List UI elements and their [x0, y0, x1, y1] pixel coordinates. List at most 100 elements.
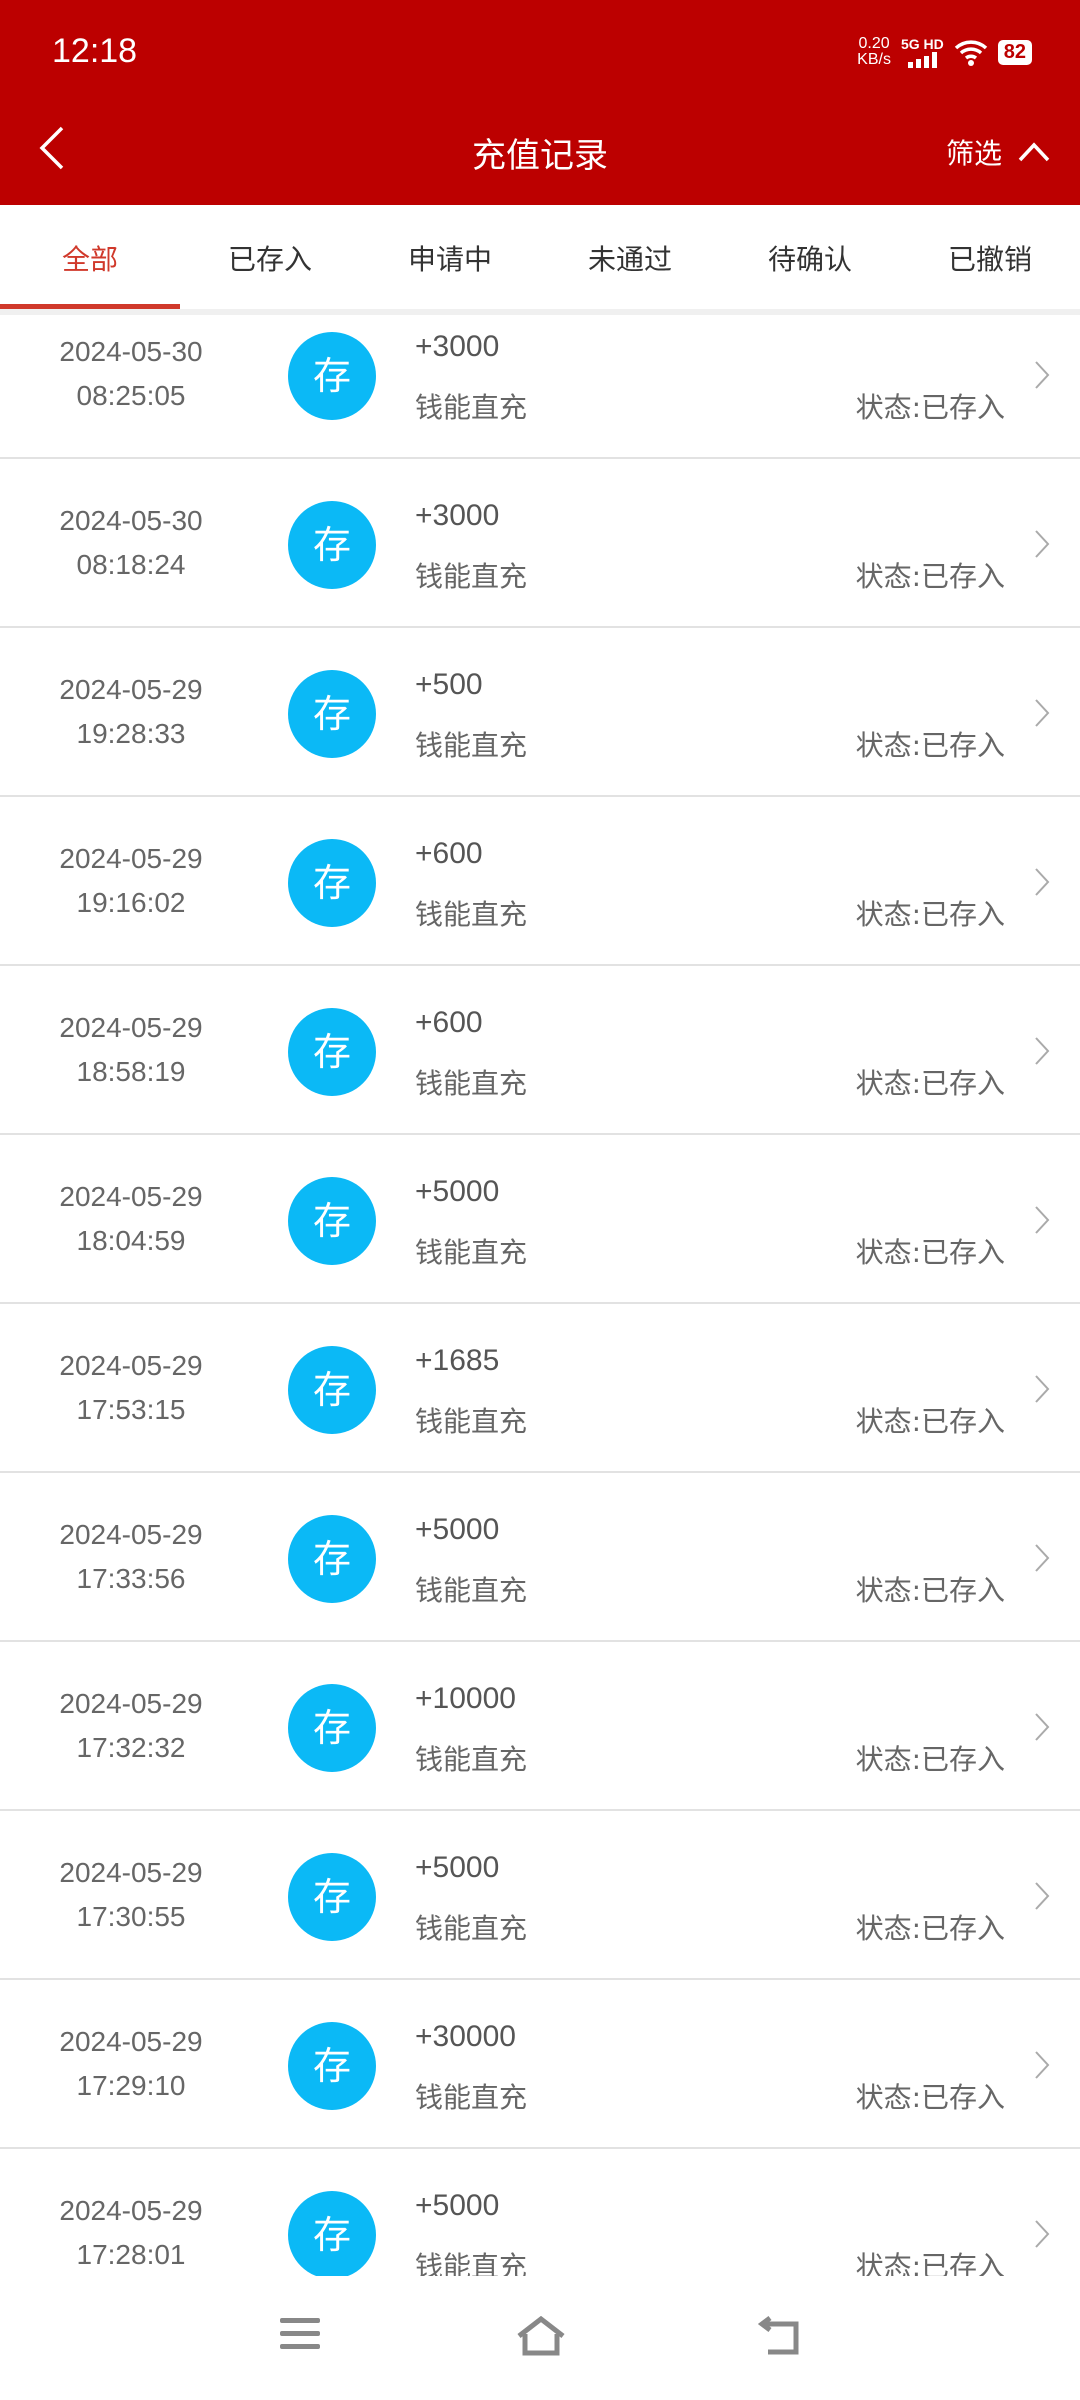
deposit-badge-icon: 存 [288, 1515, 376, 1603]
chevron-right-icon [1035, 2220, 1050, 2248]
record-amount: +600 [415, 837, 483, 870]
status-tabs: 全部 已存入 申请中 未通过 待确认 已撤销 [0, 205, 1080, 315]
record-row[interactable]: 2024-05-29 17:28:01 存 +5000 钱能直充 状态:已存入 [0, 2149, 1080, 2276]
record-status: 状态:已存入 [855, 1236, 1005, 1269]
record-row[interactable]: 2024-05-29 17:33:56 存 +5000 钱能直充 状态:已存入 [0, 1473, 1080, 1642]
record-method: 钱能直充 [415, 1912, 528, 1945]
record-amount: +30000 [415, 2020, 516, 2053]
wifi-icon [954, 40, 987, 66]
record-amount: +1685 [415, 1344, 500, 1377]
record-method: 钱能直充 [415, 1236, 528, 1269]
chevron-right-icon [1035, 530, 1050, 558]
record-method: 钱能直充 [415, 391, 528, 424]
record-list[interactable]: 2024-05-30 08:25:05 存 +3000 钱能直充 状态:已存入 2… [0, 315, 1080, 2276]
record-method: 钱能直充 [415, 560, 528, 593]
record-datetime: 2024-05-29 19:28:33 [59, 674, 203, 749]
chevron-right-icon [1035, 1713, 1050, 1741]
record-row[interactable]: 2024-05-30 08:25:05 存 +3000 钱能直充 状态:已存入 [0, 315, 1080, 459]
record-row[interactable]: 2024-05-29 19:16:02 存 +600 钱能直充 状态:已存入 [0, 797, 1080, 966]
record-amount: +600 [415, 1006, 483, 1039]
record-amount: +5000 [415, 1513, 500, 1546]
back-nav-icon[interactable] [758, 2316, 800, 2356]
status-time: 12:18 [52, 32, 138, 70]
back-button[interactable] [36, 125, 66, 171]
filter-button[interactable]: 筛选 [946, 132, 1050, 172]
battery-icon: 82 [997, 39, 1032, 65]
deposit-badge-icon: 存 [288, 839, 376, 927]
chevron-right-icon [1035, 868, 1050, 896]
tab-2[interactable]: 申请中 [407, 243, 492, 276]
record-amount: +3000 [415, 330, 500, 363]
deposit-badge-icon: 存 [288, 1853, 376, 1941]
chevron-right-icon [1035, 699, 1050, 727]
deposit-badge-icon: 存 [288, 1177, 376, 1265]
deposit-badge-icon: 存 [288, 1008, 376, 1096]
record-datetime: 2024-05-29 17:28:01 [59, 2195, 203, 2270]
deposit-badge-icon: 存 [288, 670, 376, 758]
deposit-badge-icon: 存 [288, 2191, 376, 2276]
record-datetime: 2024-05-29 17:29:10 [59, 2026, 203, 2101]
record-method: 钱能直充 [415, 729, 528, 762]
record-status: 状态:已存入 [855, 1067, 1005, 1100]
chevron-right-icon [1035, 1882, 1050, 1910]
record-row[interactable]: 2024-05-29 17:29:10 存 +30000 钱能直充 状态:已存入 [0, 1980, 1080, 2149]
record-datetime: 2024-05-29 18:58:19 [59, 1012, 203, 1087]
record-status: 状态:已存入 [855, 2250, 1005, 2276]
record-amount: +5000 [415, 1851, 500, 1884]
record-status: 状态:已存入 [855, 729, 1005, 762]
record-row[interactable]: 2024-05-29 19:28:33 存 +500 钱能直充 状态:已存入 [0, 628, 1080, 797]
record-row[interactable]: 2024-05-29 18:58:19 存 +600 钱能直充 状态:已存入 [0, 966, 1080, 1135]
record-datetime: 2024-05-30 08:25:05 [59, 336, 203, 411]
home-icon[interactable] [515, 2316, 567, 2356]
chevron-right-icon [1035, 1206, 1050, 1234]
record-status: 状态:已存入 [855, 1743, 1005, 1776]
record-method: 钱能直充 [415, 2250, 528, 2276]
tab-0[interactable]: 全部 [0, 205, 180, 309]
record-status: 状态:已存入 [855, 391, 1005, 424]
deposit-badge-icon: 存 [288, 1346, 376, 1434]
menu-icon[interactable] [280, 2316, 322, 2352]
record-amount: +3000 [415, 499, 500, 532]
record-row[interactable]: 2024-05-29 18:04:59 存 +5000 钱能直充 状态:已存入 [0, 1135, 1080, 1304]
record-amount: +500 [415, 668, 483, 701]
record-method: 钱能直充 [415, 1574, 528, 1607]
page-title: 充值记录 [472, 136, 608, 176]
record-amount: +5000 [415, 1175, 500, 1208]
network-speed: 0.20 KB/s [857, 35, 891, 68]
record-status: 状态:已存入 [855, 560, 1005, 593]
tab-1[interactable]: 已存入 [227, 243, 312, 276]
record-status: 状态:已存入 [855, 1912, 1005, 1945]
record-method: 钱能直充 [415, 1743, 528, 1776]
record-amount: +10000 [415, 1682, 516, 1715]
record-row[interactable]: 2024-05-29 17:30:55 存 +5000 钱能直充 状态:已存入 [0, 1811, 1080, 1980]
record-amount: +5000 [415, 2189, 500, 2222]
deposit-badge-icon: 存 [288, 332, 376, 420]
record-status: 状态:已存入 [855, 1405, 1005, 1438]
record-datetime: 2024-05-29 17:33:56 [59, 1519, 203, 1594]
tab-5[interactable]: 已撤销 [947, 243, 1032, 276]
chevron-right-icon [1035, 1375, 1050, 1403]
record-method: 钱能直充 [415, 1405, 528, 1438]
status-icons: 0.20 KB/s 5G HD 82 [857, 36, 1032, 68]
record-status: 状态:已存入 [855, 898, 1005, 931]
deposit-badge-icon: 存 [288, 1684, 376, 1772]
chevron-right-icon [1035, 1544, 1050, 1572]
record-datetime: 2024-05-29 17:53:15 [59, 1350, 203, 1425]
record-method: 钱能直充 [415, 898, 528, 931]
record-datetime: 2024-05-30 08:18:24 [59, 505, 203, 580]
deposit-badge-icon: 存 [288, 2022, 376, 2110]
deposit-badge-icon: 存 [288, 501, 376, 589]
system-nav-bar [0, 2276, 1080, 2400]
record-datetime: 2024-05-29 17:30:55 [59, 1857, 203, 1932]
tab-4[interactable]: 待确认 [767, 243, 852, 276]
chevron-right-icon [1035, 361, 1050, 389]
chevron-right-icon [1035, 2051, 1050, 2079]
record-row[interactable]: 2024-05-29 17:53:15 存 +1685 钱能直充 状态:已存入 [0, 1304, 1080, 1473]
tab-3[interactable]: 未通过 [587, 243, 672, 276]
app-header: 12:18 0.20 KB/s 5G HD 82 充值记录 筛选 [0, 0, 1080, 205]
record-row[interactable]: 2024-05-30 08:18:24 存 +3000 钱能直充 状态:已存入 [0, 459, 1080, 628]
signal-icon: 5G HD [901, 36, 944, 68]
record-datetime: 2024-05-29 17:32:32 [59, 1688, 203, 1763]
record-row[interactable]: 2024-05-29 17:32:32 存 +10000 钱能直充 状态:已存入 [0, 1642, 1080, 1811]
chevron-up-icon [1018, 142, 1050, 162]
